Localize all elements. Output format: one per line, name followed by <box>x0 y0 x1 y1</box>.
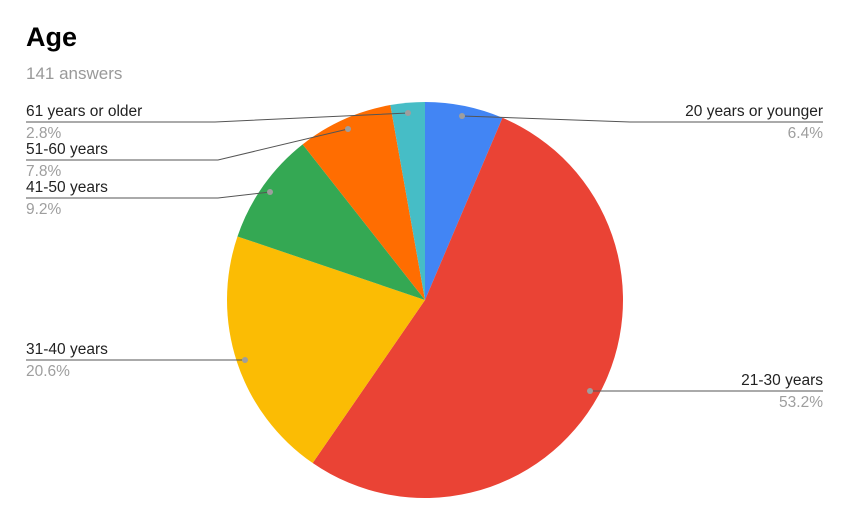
slice-label-1: 21-30 years <box>741 372 823 389</box>
slice-percent-4: 7.8% <box>26 163 62 180</box>
leader-dot-3 <box>267 189 273 195</box>
slice-percent-2: 20.6% <box>26 363 70 380</box>
slice-percent-3: 9.2% <box>26 201 62 218</box>
leader-dot-2 <box>242 357 248 363</box>
pie-slice-4[interactable] <box>302 105 425 300</box>
chart-title: Age <box>26 22 78 52</box>
leader-line-0 <box>461 115 823 123</box>
pie-slice-5[interactable] <box>390 102 425 300</box>
slice-label-2: 31-40 years <box>26 341 108 358</box>
pie-slice-3[interactable] <box>237 144 425 300</box>
slice-label-4: 51-60 years <box>26 141 108 158</box>
leader-dot-4 <box>345 126 351 132</box>
answer-count: 141 answers <box>26 64 123 83</box>
slice-percent-5: 2.8% <box>26 125 62 142</box>
pie-slice-1[interactable] <box>312 117 624 499</box>
leader-line-3 <box>26 191 271 199</box>
slice-label-0: 20 years or younger <box>685 103 823 120</box>
leader-dot-1 <box>587 388 593 394</box>
slice-label-3: 41-50 years <box>26 179 108 196</box>
pie-slice-0[interactable] <box>425 102 503 300</box>
slice-percent-1: 53.2% <box>779 394 823 411</box>
pie-slice-2[interactable] <box>227 236 425 464</box>
slice-percent-0: 6.4% <box>788 125 824 142</box>
leader-dot-5 <box>405 110 411 116</box>
leader-dot-0 <box>459 113 465 119</box>
leader-line-4 <box>26 128 349 161</box>
leader-line-5 <box>26 112 409 123</box>
slice-label-5: 61 years or older <box>26 103 142 120</box>
